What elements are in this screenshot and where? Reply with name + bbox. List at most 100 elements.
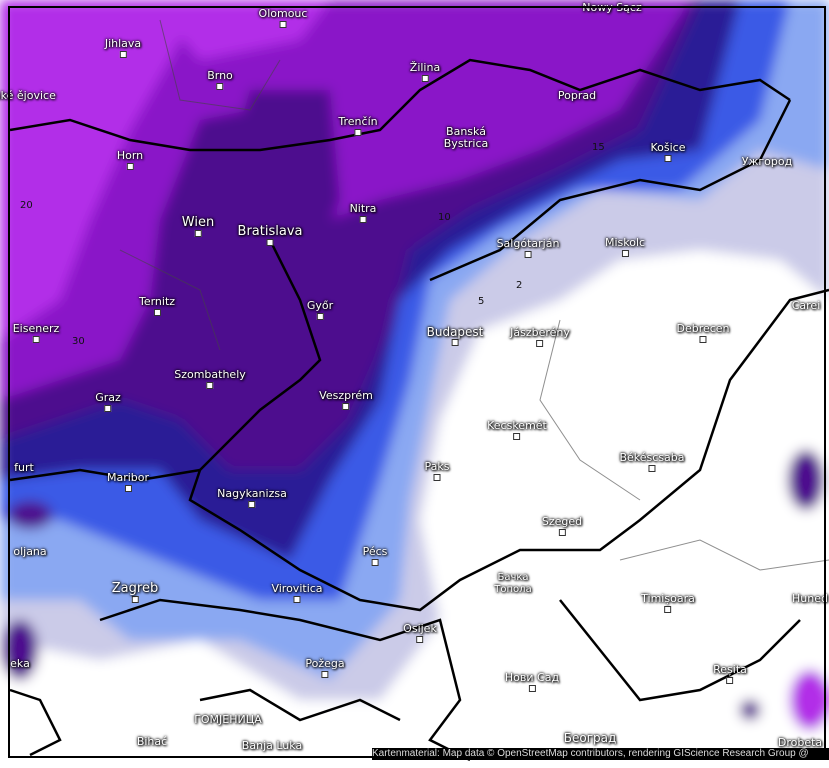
city-label: furt (14, 462, 34, 474)
city-label: Zagreb (111, 581, 159, 603)
city-marker-icon (621, 250, 629, 257)
city-name: Kecskemét (487, 419, 547, 432)
city-marker-icon (316, 313, 324, 320)
city-label: Debrecen (676, 322, 730, 343)
city-label: Požega (305, 657, 345, 678)
city-label: Osijek (403, 623, 437, 643)
city-name: Virovitica (271, 582, 323, 595)
city-name: Brno (207, 69, 233, 82)
city-label: Nowy Sącz (582, 2, 642, 14)
city-marker-icon (124, 485, 132, 492)
city-label: Miskolc (605, 237, 645, 257)
city-marker-icon (726, 677, 734, 684)
city-name: Banja Luka (241, 739, 303, 752)
city-marker-icon (416, 636, 424, 643)
city-name: Košice (650, 141, 686, 154)
city-marker-icon (293, 596, 301, 603)
city-label: Paks (424, 460, 450, 481)
city-label: Reșita (713, 664, 747, 684)
city-name: Bratislava (237, 224, 303, 239)
city-marker-icon (513, 433, 521, 440)
city-label: oljana (13, 546, 46, 558)
city-label: Nitra (350, 203, 376, 223)
city-label: Pécs (362, 545, 388, 566)
city-name: Maribor (106, 471, 150, 484)
city-label: Huned (792, 593, 828, 605)
city-name: Osijek (403, 622, 437, 635)
city-name: Timișoara (641, 592, 695, 605)
city-label: Poprad (558, 90, 596, 102)
city-marker-icon (371, 559, 379, 566)
city-name: eské ějovice (0, 89, 56, 102)
city-marker-icon (126, 163, 134, 170)
city-label: Wien (182, 216, 214, 237)
city-name: Paks (424, 460, 450, 473)
city-name: Pécs (362, 545, 388, 558)
city-name: Ужгород (741, 155, 793, 168)
city-label: Banja Luka (242, 740, 302, 752)
city-name: Miskolc (604, 236, 646, 249)
city-name: Požega (305, 657, 345, 670)
city-name: Huned (792, 592, 828, 605)
city-name: Ternitz (138, 295, 176, 308)
city-name: Бачка Топола (494, 572, 532, 595)
contour-label: 5 (478, 296, 485, 307)
city-label: Virovitica (271, 582, 323, 603)
city-marker-icon (664, 155, 672, 162)
city-label: Drobeta (778, 737, 822, 749)
city-marker-icon (321, 671, 329, 678)
city-marker-icon (433, 474, 441, 481)
city-label: eka (10, 658, 30, 670)
city-marker-icon (354, 129, 362, 136)
city-marker-icon (279, 21, 287, 28)
city-name: oljana (13, 545, 47, 558)
city-marker-icon (451, 339, 459, 346)
city-name: Debrecen (676, 322, 730, 335)
city-label: Kecskemét (487, 420, 547, 440)
city-name: Žilina (409, 61, 441, 74)
city-name: Београд (563, 731, 617, 745)
city-name: Carei (791, 299, 821, 312)
city-label: Bihać (137, 736, 167, 748)
city-label: Ternitz (139, 296, 175, 316)
city-name: Szeged (541, 515, 583, 528)
city-label: Budapest (426, 325, 484, 346)
city-label: Szombathely (174, 369, 246, 389)
country-borders (9, 58, 829, 762)
city-marker-icon (558, 529, 566, 536)
city-marker-icon (536, 340, 544, 347)
city-label: Bratislava (237, 224, 303, 246)
city-label: ГОМЈЕНИЦА (194, 714, 262, 726)
city-name: Budapest (426, 325, 484, 339)
city-label: Brno (207, 70, 233, 90)
city-marker-icon (153, 309, 161, 316)
city-name: Veszprém (319, 389, 373, 402)
city-name: Eisenerz (12, 322, 60, 335)
city-name: Zagreb (111, 581, 159, 596)
city-label: Žilina (410, 62, 440, 82)
city-label: Košice (651, 142, 686, 162)
city-label: Carei (792, 300, 821, 312)
city-label: Szeged (542, 516, 582, 536)
map-attribution: Kartenmaterial: Map data © OpenStreetMap… (372, 748, 829, 760)
city-name: Békéscsaba (619, 451, 685, 464)
city-name: Horn (116, 149, 144, 162)
city-label: Győr (307, 300, 333, 320)
city-label: Salgótarján (497, 238, 559, 258)
city-marker-icon (216, 83, 224, 90)
city-label: Békéscsaba (619, 451, 685, 472)
city-label: Ужгород (742, 156, 792, 168)
city-marker-icon (699, 336, 707, 343)
city-marker-icon (119, 51, 127, 58)
contour-label: 30 (72, 336, 85, 347)
city-label: Нови Сад (505, 672, 559, 692)
city-marker-icon (32, 336, 40, 343)
contour-label: 20 (20, 200, 33, 211)
city-name: Banská Bystrica (443, 125, 489, 150)
city-name: furt (14, 461, 34, 474)
region-borders (119, 19, 829, 571)
city-name: Nowy Sącz (582, 1, 642, 14)
city-label: Timișoara (641, 593, 695, 613)
